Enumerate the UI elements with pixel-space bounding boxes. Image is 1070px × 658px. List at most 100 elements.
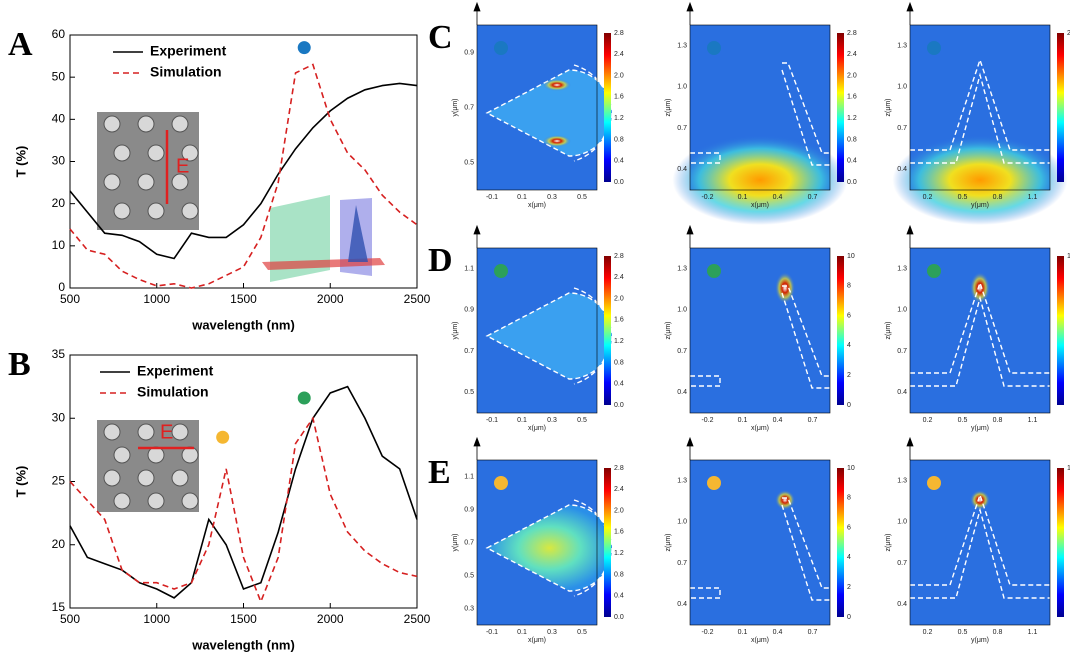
x-axis-label: x(μm) (751, 202, 769, 209)
marker-dot (707, 264, 721, 278)
colorbar-tick-label: 2.8 (614, 253, 624, 260)
marker-dot (494, 264, 508, 278)
axis-arrow (473, 224, 481, 248)
colorbar-tick-label: 0.4 (614, 593, 624, 600)
colorbar-tick-label: 2.8 (614, 465, 624, 472)
x-tick-label: 0.2 (923, 417, 933, 424)
axis-arrow (686, 436, 694, 460)
y-tick-label: 1.3 (677, 42, 687, 49)
x-axis-label: x(μm) (528, 637, 546, 644)
colorbar-tick-label: 2 (1067, 30, 1070, 37)
x-tick-label: 0.7 (808, 629, 818, 636)
panel-label: C (428, 19, 453, 56)
colorbar-tick-label: 6 (847, 312, 851, 319)
y-tick-label: 0.9 (464, 49, 474, 56)
colorbar-tick-label: 1.2 (614, 338, 624, 345)
y-tick-label: 15 (52, 600, 66, 614)
y-tick-label: 0.7 (677, 560, 687, 567)
schematic-cone (348, 205, 368, 262)
x-tick-label: 0.1 (738, 629, 748, 636)
particle-outline (485, 69, 613, 157)
y-tick-label: 1.3 (677, 265, 687, 272)
x-tick-label: 0.3 (547, 629, 557, 636)
inset-particle (137, 469, 155, 487)
x-tick-label: 1.1 (1028, 417, 1038, 424)
map-frame (476, 24, 598, 191)
y-tick-label: 0.5 (464, 389, 474, 396)
x-tick-label: -0.2 (701, 629, 713, 636)
marker-dot (927, 476, 941, 490)
y-tick-label: 1.0 (897, 307, 907, 314)
y-axis-label: z(μm) (885, 533, 892, 551)
y-tick-label: 1.3 (897, 477, 907, 484)
y-tick-label: 0.7 (897, 560, 907, 567)
x-tick-label: 2000 (317, 292, 344, 306)
inset-particle (113, 202, 131, 220)
y-tick-label: 0.5 (464, 572, 474, 579)
y-tick-label: 1.0 (897, 519, 907, 526)
map-frame (689, 459, 831, 626)
y-tick-label: 1.1 (464, 473, 474, 480)
colorbar-tick-label: 6 (847, 524, 851, 531)
colorbar-tick-label: 2.4 (614, 51, 624, 58)
colorbar-tick-label: 1.2 (614, 550, 624, 557)
marker-dot (494, 476, 508, 490)
marker-dot (707, 41, 721, 55)
x-tick-label: 0.5 (958, 417, 968, 424)
inset-label: E (176, 155, 189, 177)
inset-particle (137, 423, 155, 441)
map-frame (476, 247, 598, 414)
particle-outline (485, 292, 613, 380)
colorbar-tick-label: 1.2 (614, 115, 624, 122)
colorbar-tick-label: 2.4 (614, 274, 624, 281)
y-tick-label: 0.7 (464, 348, 474, 355)
inset-particle (113, 492, 131, 510)
particle-field (487, 70, 612, 156)
x-tick-label: 0.3 (547, 417, 557, 424)
x-axis-label: y(μm) (971, 425, 989, 432)
y-axis-label: z(μm) (885, 321, 892, 339)
particle-outline (690, 497, 830, 601)
inset-particle (147, 144, 165, 162)
map-frame (909, 24, 1051, 191)
y-tick-label: 1.1 (464, 265, 474, 272)
x-tick-label: 0.4 (773, 194, 783, 201)
x-tick-label: 0.1 (738, 194, 748, 201)
colorbar-tick-label: 2.0 (847, 72, 857, 79)
y-tick-label: 0.4 (897, 601, 907, 608)
colorbar-tick-label: 2.0 (614, 507, 624, 514)
axis-arrow (473, 436, 481, 460)
y-tick-label: 0.4 (677, 601, 687, 608)
inset-particle (171, 115, 189, 133)
series-line (69, 416, 418, 604)
x-tick-label: 0.5 (577, 417, 587, 424)
x-axis-label: y(μm) (971, 202, 989, 209)
colorbar-tick-label: 1.6 (614, 317, 624, 324)
axis-arrow (906, 436, 914, 460)
colorbar-tick-label: 2.4 (847, 51, 857, 58)
y-tick-label: 0.9 (464, 307, 474, 314)
hotspot (543, 135, 571, 147)
marker-dot (297, 41, 311, 55)
x-tick-label: 2500 (404, 292, 431, 306)
y-tick-label: 0.4 (897, 166, 907, 173)
particle-outline (690, 285, 830, 389)
map-frame (909, 459, 1051, 626)
inset-particle (181, 144, 199, 162)
y-tick-label: 1.3 (897, 265, 907, 272)
legend-label: Experiment (150, 43, 227, 59)
colorbar (604, 256, 611, 405)
colorbar-tick-label: 2.4 (614, 486, 624, 493)
colorbar-tick-label: 10 (847, 465, 855, 472)
y-tick-label: 0.5 (464, 159, 474, 166)
x-tick-label: 2500 (404, 612, 431, 626)
legend-label: Simulation (137, 384, 209, 400)
colorbar-tick-label: 2.8 (847, 30, 857, 37)
y-tick-label: 30 (52, 410, 66, 424)
y-axis-label: z(μm) (665, 98, 672, 116)
x-tick-label: 0.2 (923, 629, 933, 636)
y-axis-label: z(μm) (665, 321, 672, 339)
axis-arrow (686, 224, 694, 248)
axis-arrow (906, 224, 914, 248)
colorbar-tick-label: 1.6 (614, 529, 624, 536)
